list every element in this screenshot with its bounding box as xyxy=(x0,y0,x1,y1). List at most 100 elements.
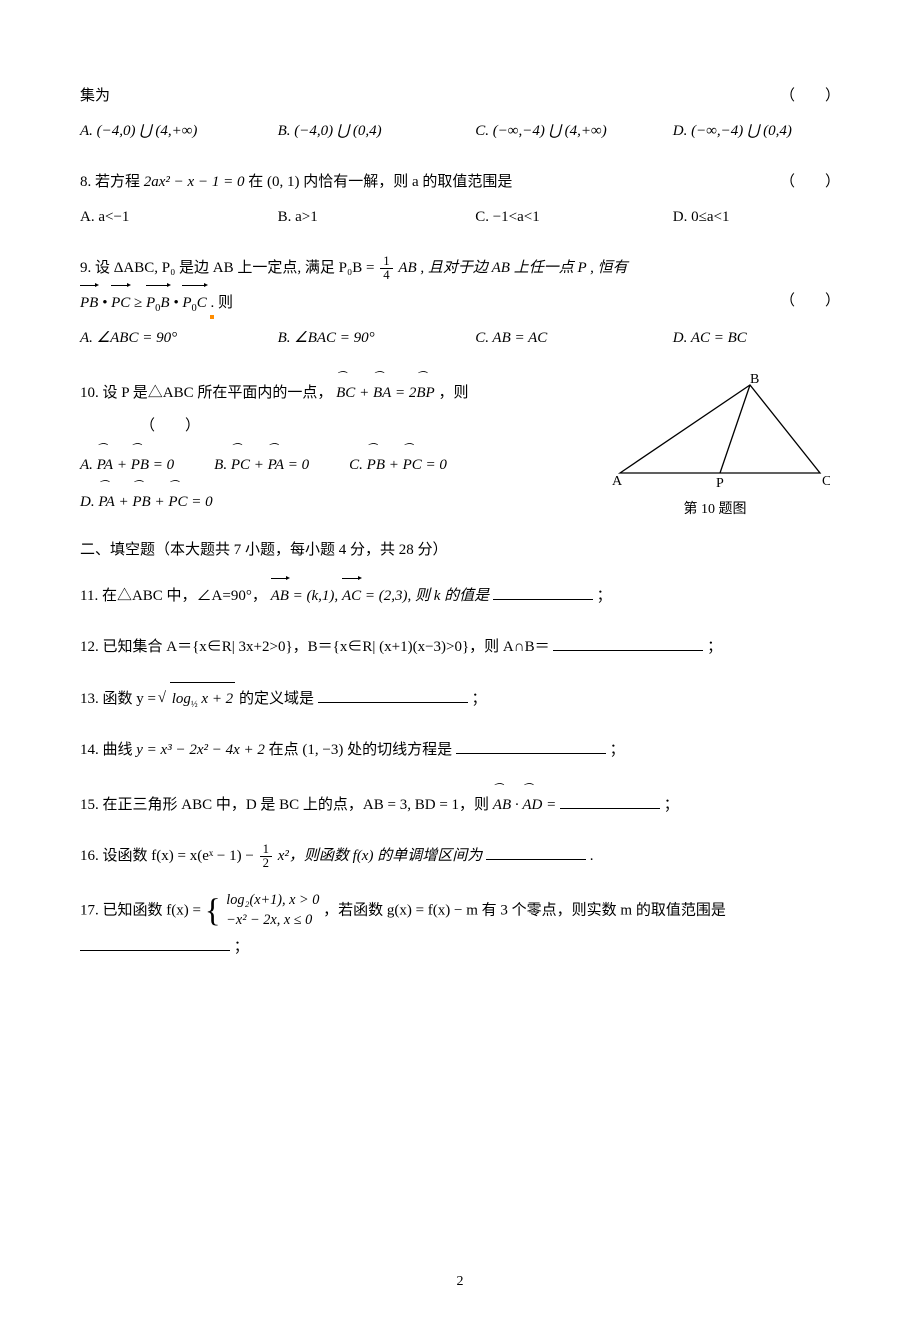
q11-a: 11. 在△ABC 中，∠A=90°， xyxy=(80,588,267,604)
q10-options: A. PA + PB = 0 B. PC + PA = 0 C. PB + PC… xyxy=(80,445,580,519)
question-14: 14. 曲线 y = x³ − 2x² − 4x + 2 在点 (1, −3) … xyxy=(80,734,840,767)
q16-frac-num: 1 xyxy=(260,843,272,857)
q12-tail: ； xyxy=(707,639,722,655)
q8-opt-a: A. a<−1 xyxy=(80,201,247,234)
q17-case1: log₂(x+1), x > 0 xyxy=(226,891,319,911)
q10-b: ，则 xyxy=(438,385,468,401)
q15-vec-ab: AB xyxy=(493,785,511,822)
q9-frac: 1 4 xyxy=(380,255,392,282)
q8-opt-c: C. −1<a<1 xyxy=(475,201,642,234)
triangle-abc xyxy=(620,385,820,473)
q9-stem-line1: 9. 设 ΔABC, P₀ 是边 AB 上一定点, 满足 P₀B = 1 4 A… xyxy=(80,252,840,285)
point-p-label: P xyxy=(716,476,724,491)
q13-tail: ； xyxy=(471,691,486,707)
question-16: 16. 设函数 f(x) = x(eˣ − 1) − 1 2 x²，则函数 f(… xyxy=(80,840,840,873)
q16-blank xyxy=(486,844,586,860)
question-9: 9. 设 ΔABC, P₀ 是边 AB 上一定点, 满足 P₀B = 1 4 A… xyxy=(80,252,840,355)
q14-b: 在点 (1, −3) 处的切线方程是 xyxy=(269,742,452,758)
q13-b: 的定义域是 xyxy=(239,691,314,707)
q12-blank xyxy=(553,635,703,651)
q16-frac: 1 2 xyxy=(260,843,272,870)
q9-opt-b-val: ∠BAC = 90° xyxy=(294,330,374,346)
q13-sqrt: log½ x + 2 xyxy=(160,682,235,716)
q17-a: 17. 已知函数 f(x) = xyxy=(80,902,205,918)
q17-tail: ； xyxy=(234,939,249,955)
q10-opt-d-pre: D. xyxy=(80,494,98,510)
q7-text: 集为 xyxy=(80,88,110,104)
q9-frac-den: 4 xyxy=(380,269,392,282)
q9-opt-a-val: ∠ABC = 90° xyxy=(97,330,177,346)
page-number: 2 xyxy=(0,1274,920,1290)
q9-opt-c-pre: C. xyxy=(475,330,492,346)
q9-options: A. ∠ABC = 90° B. ∠BAC = 90° C. AB = AC D… xyxy=(80,322,840,355)
q9-l2-tail: . 则 xyxy=(211,295,234,311)
question-15: 15. 在正三角形 ABC 中，D 是 BC 上的点，AB = 3, BD = … xyxy=(80,785,840,822)
q9-opt-b: B. ∠BAC = 90° xyxy=(278,322,445,355)
q14-a: 14. 曲线 xyxy=(80,742,136,758)
q10-opt-c-pre: C. xyxy=(349,457,367,473)
q16-frac-den: 2 xyxy=(260,857,272,870)
q15-a: 15. 在正三角形 ABC 中，D 是 BC 上的点，AB = 3, BD = … xyxy=(80,797,493,813)
question-17: 17. 已知函数 f(x) = { log₂(x+1), x > 0 −x² −… xyxy=(80,891,840,964)
q10-paren: （ ） xyxy=(140,418,200,434)
q8-options: A. a<−1 B. a>1 C. −1<a<1 D. 0≤a<1 xyxy=(80,201,840,234)
q9-opt-a: A. ∠ABC = 90° xyxy=(80,322,247,355)
question-10: A B C P 第 10 题图 10. 设 P 是△ABC 所在平面内的一点， … xyxy=(80,373,840,519)
annotation-dot-icon xyxy=(210,315,214,319)
q15-tail: ； xyxy=(664,797,679,813)
q11-tail: ； xyxy=(597,588,612,604)
q7-paren: （ ） xyxy=(780,80,840,113)
q10-figure-caption: 第 10 题图 xyxy=(590,495,840,526)
q10-opt-d: D. PA + PB + PC = 0 xyxy=(80,482,213,519)
q17-cases: log₂(x+1), x > 0 −x² − 2x, x ≤ 0 xyxy=(226,891,319,931)
q9-b: AB , 且对于边 AB 上任一点 P , 恒有 xyxy=(398,260,627,276)
q9-opt-d-val: AC = BC xyxy=(691,330,747,346)
q11-blank xyxy=(493,584,593,600)
q8-opt-d: D. 0≤a<1 xyxy=(673,201,840,234)
exam-page: 集为 （ ） A. (−4,0) ⋃ (4,+∞) B. (−4,0) ⋃ (0… xyxy=(0,0,920,1320)
vertex-b-label: B xyxy=(750,373,759,387)
q9-paren: （ ） xyxy=(780,285,840,318)
q9-opt-d: D. AC = BC xyxy=(673,322,840,355)
section-2-header: 二、填空题（本大题共 7 小题，每小题 4 分，共 28 分） xyxy=(80,537,840,564)
q11-vec-ac: AC xyxy=(342,578,361,613)
q14-tail: ； xyxy=(610,742,625,758)
q9-frac-num: 1 xyxy=(380,255,392,269)
q8-eq: 2ax² − x − 1 = 0 xyxy=(144,174,245,190)
q7-opt-b: B. (−4,0) ⋃ (0,4) xyxy=(278,115,445,148)
q7-opt-c: C. (−∞,−4) ⋃ (4,+∞) xyxy=(475,115,642,148)
q8-stem: 8. 若方程 2ax² − x − 1 = 0 在 (0, 1) 内恰有一解，则… xyxy=(80,166,840,199)
q9-opt-c-val: AB = AC xyxy=(492,330,547,346)
q17-case2: −x² − 2x, x ≤ 0 xyxy=(226,911,319,931)
q8-post: 在 (0, 1) 内恰有一解，则 a 的取值范围是 xyxy=(248,174,512,190)
q10-eq: BC + BA = 2BP xyxy=(336,385,438,401)
q10-opt-a: A. PA + PB = 0 xyxy=(80,445,174,482)
q9-a: 9. 设 ΔABC, P₀ 是边 AB 上一定点, 满足 P₀B = xyxy=(80,260,378,276)
q9-opt-d-pre: D. xyxy=(673,330,691,346)
q15-blank xyxy=(560,793,660,809)
q9-opt-c: C. AB = AC xyxy=(475,322,642,355)
q10-a: 10. 设 P 是△ABC 所在平面内的一点， xyxy=(80,385,332,401)
q15-vec-ad: AD xyxy=(522,785,542,822)
q15-eq: = xyxy=(546,797,560,813)
q9-opt-a-pre: A. xyxy=(80,330,97,346)
q17-blank xyxy=(80,935,230,951)
q10-opt-c: C. PB + PC = 0 xyxy=(349,445,447,482)
q13-blank xyxy=(318,687,468,703)
q7-opt-a: A. (−4,0) ⋃ (4,+∞) xyxy=(80,115,247,148)
q12-text: 12. 已知集合 A＝{x∈R| 3x+2>0}，B＝{x∈R| (x+1)(x… xyxy=(80,639,550,655)
q16-b: x²，则函数 f(x) 的单调增区间为 xyxy=(278,848,482,864)
vertex-a-label: A xyxy=(612,474,623,489)
q10-opt-b: B. PC + PA = 0 xyxy=(214,445,309,482)
q8-opt-b: B. a>1 xyxy=(278,201,445,234)
q7-options: A. (−4,0) ⋃ (4,+∞) B. (−4,0) ⋃ (0,4) C. … xyxy=(80,115,840,148)
q17-b: ，若函数 g(x) = f(x) − m 有 3 个零点，则实数 m 的取值范围… xyxy=(323,902,726,918)
line-pb xyxy=(720,385,750,473)
q7-opt-d: D. (−∞,−4) ⋃ (0,4) xyxy=(673,115,840,148)
q11-eq1: = (k,1), xyxy=(293,588,342,604)
q8-paren: （ ） xyxy=(780,166,840,199)
q9-opt-b-pre: B. xyxy=(278,330,295,346)
q14-blank xyxy=(456,738,606,754)
question-12: 12. 已知集合 A＝{x∈R| 3x+2>0}，B＝{x∈R| (x+1)(x… xyxy=(80,631,840,664)
q7-stem: 集为 （ ） xyxy=(80,80,840,113)
